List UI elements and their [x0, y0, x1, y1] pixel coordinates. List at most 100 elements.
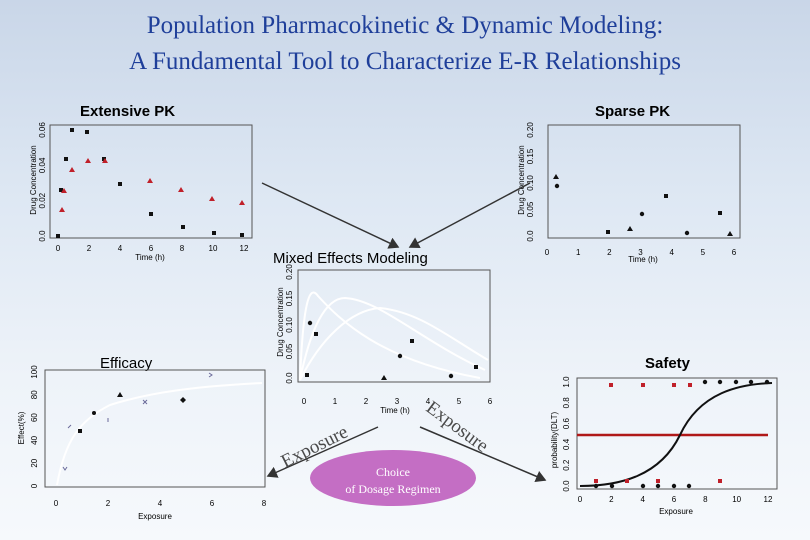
safety-y-tick: 0.8 [562, 397, 571, 409]
sparse-pk-y-tick: 0.05 [526, 201, 535, 217]
efficacy-x-tick: 4 [158, 499, 163, 508]
efficacy-label: Efficacy [100, 355, 153, 372]
sparse-pk-x-tick: 0 [545, 248, 550, 257]
safety-x-tick: 8 [703, 495, 708, 504]
extensive-pk-x-tick: 2 [87, 244, 92, 253]
extensive-pk-point [147, 178, 153, 183]
sparse-pk-ylabel: Drug Concentration [517, 145, 526, 214]
efficacy-point [117, 392, 123, 397]
efficacy-fit-curve [56, 382, 263, 486]
sparse-pk-x-tick: 1 [576, 248, 581, 257]
extensive-pk-x-tick: 4 [118, 244, 123, 253]
mixed-effects-x-tick: 0 [302, 397, 307, 406]
mixed-effects-frame [297, 269, 491, 383]
safety-x-tick: 6 [672, 495, 677, 504]
extensive-pk-y-tick: 0.04 [38, 157, 47, 173]
sparse-pk-chart: 0 1 2 3 4 5 6 0.0 0.05 0.10 0.15 0.20 Time (h) Drug… [517, 122, 741, 264]
safety-red-markers [594, 383, 722, 483]
safety-point [702, 379, 708, 385]
mixed-effects-point [410, 339, 414, 343]
sparse-pk-label: Sparse PK [595, 103, 671, 120]
efficacy-point [92, 411, 96, 415]
efficacy-point [78, 429, 82, 433]
mixed-effects-x-tick: 6 [488, 397, 493, 406]
safety-y-tick: 1.0 [562, 376, 571, 388]
extensive-pk-markers [56, 128, 244, 238]
safety-point [686, 483, 692, 489]
safety-y-tick: 0.0 [562, 480, 571, 492]
safety-point [764, 379, 770, 385]
sparse-pk-markers [553, 174, 733, 236]
extensive-pk-point [102, 157, 106, 161]
sparse-pk-y-tick: 0.15 [526, 148, 535, 164]
efficacy-x-tick: 6 [210, 499, 215, 508]
arrow-sparse-to-mixed [408, 182, 531, 249]
extensive-pk-point [240, 233, 244, 237]
sparse-pk-point [664, 194, 668, 198]
extensive-pk-y-tick: 0.02 [38, 192, 47, 208]
safety-point [748, 379, 754, 385]
extensive-pk-xlabel: Time (h) [135, 253, 165, 262]
sparse-pk-point [727, 231, 733, 236]
safety-point [688, 383, 692, 387]
efficacy-y-tick: 40 [30, 435, 39, 444]
safety-label: Safety [645, 355, 691, 372]
efficacy-frame [44, 369, 266, 488]
safety-x-tick: 0 [578, 495, 583, 504]
mixed-effects-y-tick: 0.0 [285, 372, 294, 384]
mixed-effects-label: Mixed Effects Modeling [273, 250, 428, 267]
extensive-pk-x-tick: 10 [209, 244, 218, 253]
sparse-pk-frame [547, 124, 741, 239]
extensive-pk-point [102, 158, 108, 163]
extensive-pk-x-tick: 6 [149, 244, 154, 253]
extensive-pk-point [209, 196, 215, 201]
efficacy-point [180, 397, 186, 403]
mixed-effects-curve-1 [299, 291, 481, 381]
sparse-pk-x-tick: 2 [607, 248, 612, 257]
mixed-effects-point [305, 373, 309, 377]
efficacy-open-markers [62, 372, 213, 471]
safety-markers-bottom [593, 483, 692, 489]
slide-title-line-1: Population Pharmacokinetic & Dynamic Mod… [146, 12, 664, 39]
safety-point [625, 479, 629, 483]
sparse-pk-x-tick: 4 [669, 248, 674, 257]
sparse-pk-point [627, 226, 633, 231]
safety-point [593, 483, 599, 489]
safety-x-tick: 12 [764, 495, 773, 504]
mixed-effects-point [448, 373, 454, 379]
efficacy-point [62, 466, 68, 471]
efficacy-y-tick: 20 [30, 458, 39, 467]
safety-xlabel: Exposure [659, 507, 693, 516]
sparse-pk-point [718, 211, 722, 215]
mixed-effects-y-tick: 0.15 [285, 290, 294, 306]
extensive-pk-point [59, 188, 63, 192]
safety-point [594, 479, 598, 483]
extensive-pk-point [118, 182, 122, 186]
mixed-effects-xlabel: Time (h) [380, 406, 410, 415]
efficacy-point [208, 372, 213, 378]
sparse-pk-x-tick: 6 [732, 248, 737, 257]
efficacy-y-tick: 100 [30, 365, 39, 379]
extensive-pk-triangles [59, 158, 245, 212]
efficacy-x-tick: 8 [262, 499, 267, 508]
sparse-pk-y-tick: 0.10 [526, 175, 535, 191]
safety-point [717, 379, 723, 385]
choice-text-line-1: Choice [376, 465, 410, 479]
extensive-pk-point [64, 157, 68, 161]
sparse-pk-point [554, 183, 560, 189]
mixed-effects-point [474, 365, 478, 369]
mixed-effects-point [314, 332, 318, 336]
safety-point [655, 483, 661, 489]
mixed-effects-y-tick: 0.20 [285, 264, 294, 280]
mixed-effects-point [381, 375, 387, 380]
extensive-pk-y-tick: 0.06 [38, 122, 47, 138]
safety-point [671, 483, 677, 489]
safety-point [672, 383, 676, 387]
efficacy-point [67, 424, 72, 429]
extensive-pk-frame [49, 124, 253, 239]
extensive-pk-ylabel: Drug Concentration [29, 145, 38, 214]
extensive-pk-point [61, 188, 67, 193]
safety-point [609, 383, 613, 387]
